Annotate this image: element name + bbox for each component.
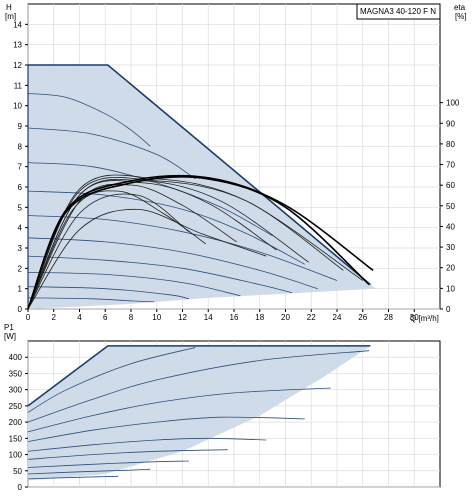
upper-series-line-7 (27, 255, 292, 294)
lower-series-line-7 (27, 460, 189, 468)
p1-y-tick-label-350: 350 (9, 369, 23, 378)
upper-series-line-12 (27, 193, 190, 310)
y-tick-label-1: 1 (18, 285, 23, 294)
p1-y-tick-label-50: 50 (13, 467, 22, 476)
lower-area (27, 345, 371, 481)
x-tick-label-16: 16 (230, 313, 239, 322)
upper-series-line-20 (27, 174, 374, 310)
p1-y-tick-label-150: 150 (9, 434, 23, 443)
upper-series-line-13 (27, 190, 206, 310)
x-tick-label-10: 10 (152, 313, 161, 322)
x-tick-label-28: 28 (384, 313, 393, 322)
upper-series (27, 93, 374, 310)
lower-series-line-3 (27, 387, 331, 433)
lower-series-line-9 (27, 475, 119, 480)
y-axis-unit: [m] (5, 12, 16, 21)
y2-tick-label-60: 60 (446, 181, 455, 190)
x-tick-label-0: 0 (26, 313, 31, 322)
upper-series-line-8 (27, 272, 241, 297)
y-tick-label-10: 10 (13, 102, 22, 111)
upper-series-line-14 (27, 183, 237, 310)
x-tick-label-24: 24 (333, 313, 342, 322)
upper-envelope-line (28, 64, 371, 286)
lower-envelope-line (27, 345, 371, 407)
upper-series-line-3 (27, 162, 273, 237)
upper-title-box: MAGNA3 40-120 F N (356, 3, 441, 20)
lower-ticks: 0 50 100 150 200 250 300 350 400 (9, 353, 28, 492)
y-tick-label-3: 3 (18, 244, 23, 253)
lower-series-line-5 (27, 437, 267, 452)
x-tick-label-12: 12 (178, 313, 187, 322)
y-tick-label-2: 2 (18, 264, 23, 273)
p1-y-tick-label-250: 250 (9, 402, 23, 411)
y-tick-label-13: 13 (13, 41, 22, 50)
y-tick-label-4: 4 (18, 224, 23, 233)
x-tick-label-20: 20 (281, 313, 290, 322)
lower-series-line-4 (27, 416, 305, 442)
x-tick-label-22: 22 (307, 313, 316, 322)
y-tick-label-9: 9 (18, 122, 23, 131)
y2-tick-label-10: 10 (446, 284, 455, 293)
lower-series-line-6 (27, 449, 228, 460)
x-tick-label-2: 2 (52, 313, 57, 322)
y2-tick-label-100: 100 (446, 99, 460, 108)
upper-series-line-1 (27, 93, 151, 147)
x-tick-label-26: 26 (358, 313, 367, 322)
y-tick-label-5: 5 (18, 203, 23, 212)
p1-axis-unit: [W] (4, 332, 16, 341)
y-tick-label-6: 6 (18, 183, 23, 192)
x-tick-label-18: 18 (255, 313, 264, 322)
upper-series-line-2 (27, 127, 196, 180)
lower-series-line-8 (27, 468, 151, 475)
y-tick-label-12: 12 (13, 61, 22, 70)
y-axis-label: H (6, 3, 12, 12)
x-tick-label-30: 30 (410, 313, 419, 322)
x-tick-label-8: 8 (129, 313, 134, 322)
y2-tick-label-20: 20 (446, 264, 455, 273)
p1-axis-label: P1 (4, 323, 14, 332)
y2-tick-label-80: 80 (446, 140, 455, 149)
upper-series-line-6 (27, 237, 318, 290)
x-tick-label-4: 4 (77, 313, 82, 322)
x-axis-label: Q [m³/h] (410, 314, 439, 323)
p1-y-tick-label-0: 0 (18, 483, 23, 492)
y-tick-label-8: 8 (18, 142, 23, 151)
x-tick-label-14: 14 (204, 313, 213, 322)
y2-tick-label-0: 0 (446, 305, 451, 314)
y2-tick-label-40: 40 (446, 222, 455, 231)
upper-series-line-5 (27, 215, 338, 281)
upper-series-line-11 (27, 208, 267, 310)
upper-series-line-4 (27, 190, 305, 265)
y-tick-label-11: 11 (14, 81, 23, 90)
lower-envelope-area (28, 345, 371, 481)
p1-y-tick-label-100: 100 (9, 451, 23, 460)
lower-series (27, 347, 370, 480)
upper-series-line-9 (27, 286, 189, 300)
p1-y-tick-label-200: 200 (9, 418, 23, 427)
y2-tick-label-50: 50 (446, 202, 455, 211)
y-tick-label-0: 0 (18, 305, 23, 314)
p1-y-tick-label-400: 400 (9, 353, 23, 362)
y2-axis-unit: [%] (455, 12, 467, 21)
y2-axis-label: eta (454, 3, 466, 12)
upper-series-line-10 (27, 297, 155, 303)
upper-ticks: 0 2 4 6 8 10 12 14 16 18 20 22 24 26 28 300123456789101… (13, 20, 460, 322)
p1-y-tick-label-300: 300 (9, 386, 23, 395)
lower-series-line-1 (27, 347, 196, 413)
y2-tick-label-30: 30 (446, 243, 455, 252)
y-tick-label-7: 7 (18, 163, 23, 172)
lower-series-line-2 (27, 350, 370, 423)
y-tick-label-14: 14 (13, 20, 22, 29)
y2-tick-label-90: 90 (446, 119, 455, 128)
chart-title: MAGNA3 40-120 F N (360, 7, 436, 16)
x-tick-label-6: 6 (103, 313, 108, 322)
upper-envelope-area (28, 65, 376, 309)
y2-tick-label-70: 70 (446, 161, 455, 170)
